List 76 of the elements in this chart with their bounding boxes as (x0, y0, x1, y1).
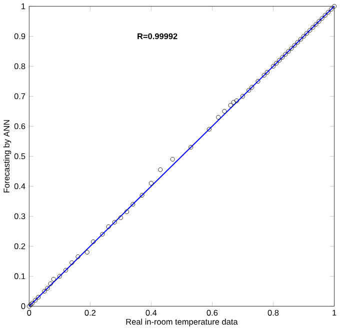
x-tick-label: 0.2 (84, 310, 96, 316)
x-tick-label: 0 (27, 310, 32, 316)
point (320, 16, 324, 21)
point (84, 250, 90, 255)
point (326, 10, 330, 15)
point (64, 268, 68, 273)
point (70, 260, 74, 266)
point (277, 58, 282, 63)
point (286, 49, 291, 54)
point (112, 220, 117, 225)
point (289, 46, 294, 51)
y-tick-label: 0.6 (14, 123, 26, 130)
x-tick-label: 0.8 (268, 310, 279, 316)
point (32, 298, 38, 303)
point (308, 28, 312, 33)
point (292, 43, 297, 48)
point (295, 40, 300, 45)
point (332, 4, 337, 9)
point (158, 168, 163, 172)
point (148, 181, 154, 186)
annotation: R=0.99992 (138, 33, 178, 40)
point (51, 277, 56, 282)
x-tick-label: 1 (332, 310, 336, 316)
point (234, 98, 239, 104)
point (45, 286, 50, 291)
x-tick-label: 0.4 (146, 310, 157, 316)
point (283, 52, 288, 57)
point (170, 157, 175, 162)
point (57, 274, 62, 279)
point (314, 22, 318, 27)
point (328, 7, 334, 12)
y-tick-label: 0.3 (14, 213, 26, 220)
point (262, 73, 266, 78)
y-tick-label: 0 (21, 303, 26, 310)
y-tick-label: 0.4 (14, 183, 26, 190)
point (130, 202, 136, 207)
point (322, 13, 328, 18)
point (270, 64, 276, 69)
point (100, 232, 105, 237)
point (216, 115, 221, 120)
point (264, 70, 270, 75)
y-tick-label: 0.7 (14, 93, 26, 100)
point (106, 224, 111, 230)
point (240, 94, 246, 99)
point (301, 34, 306, 39)
point (118, 216, 123, 220)
point (298, 37, 303, 42)
point (256, 79, 260, 84)
point (222, 109, 227, 114)
y-tick-label: 0.9 (14, 33, 26, 40)
y-tick-label: 1 (22, 4, 26, 10)
x-axis-title: Real in-room temperature data (126, 318, 238, 326)
y-axis-title: Forecasting by ANN (3, 120, 12, 193)
point (42, 289, 47, 294)
point (228, 103, 233, 108)
y-tick-label: 0.2 (14, 243, 26, 250)
x-tick-label: 0.6 (206, 310, 218, 316)
point (231, 100, 236, 105)
point (274, 61, 279, 66)
point (280, 55, 285, 60)
point (48, 282, 53, 286)
y-tick-label: 0.8 (14, 63, 26, 70)
point (36, 295, 41, 300)
point (310, 25, 316, 30)
point (316, 19, 322, 24)
point (76, 254, 80, 260)
point (140, 193, 144, 198)
point (246, 88, 252, 93)
point (188, 145, 194, 150)
y-tick-label: 0.1 (14, 273, 26, 280)
point (206, 127, 212, 132)
point (124, 210, 130, 214)
point (304, 31, 310, 36)
y-tick-label: 0.5 (14, 153, 26, 160)
point (90, 240, 96, 244)
point (250, 85, 254, 90)
